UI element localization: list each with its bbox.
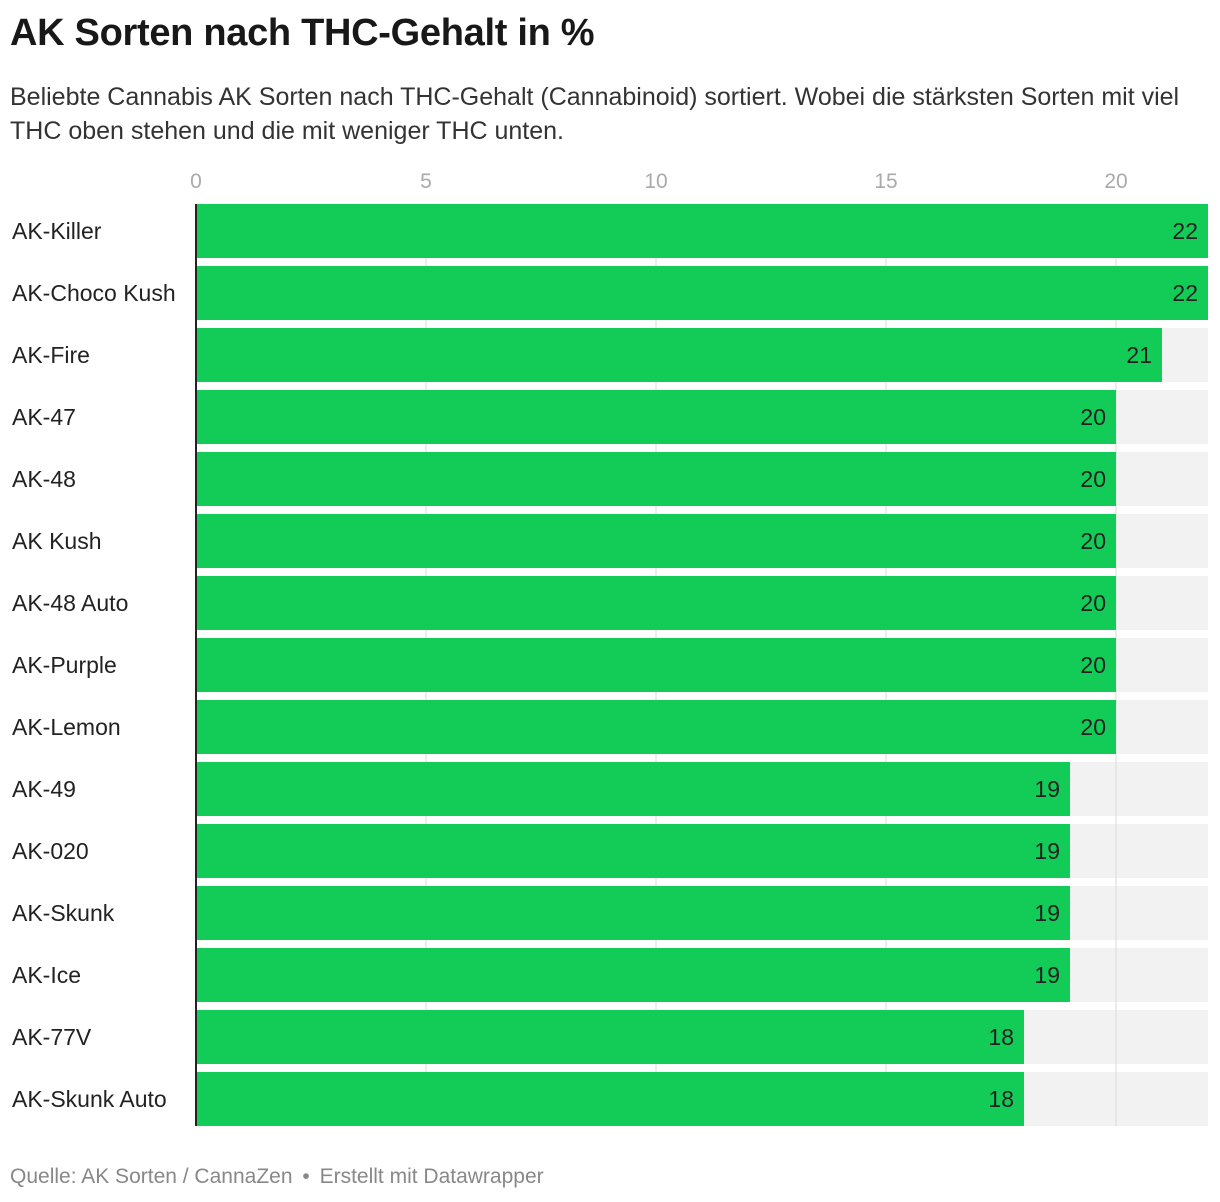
bar: [196, 204, 1208, 258]
bar: [196, 452, 1116, 506]
bar: [196, 824, 1070, 878]
category-label: AK-47: [12, 404, 76, 430]
footer-separator: •: [302, 1165, 310, 1188]
x-tick-label: 10: [644, 170, 667, 193]
bar: [196, 576, 1116, 630]
category-label: AK-Lemon: [12, 714, 121, 740]
value-label: 22: [1172, 218, 1198, 244]
category-label: AK-Purple: [12, 652, 117, 678]
value-label: 19: [1034, 776, 1060, 802]
category-label: AK-Ice: [12, 962, 81, 988]
category-label: AK-Skunk Auto: [12, 1086, 167, 1112]
bar: [196, 886, 1070, 940]
bar: [196, 638, 1116, 692]
value-label: 20: [1080, 466, 1106, 492]
value-label: 20: [1080, 714, 1106, 740]
value-label: 20: [1080, 528, 1106, 554]
value-label: 22: [1172, 280, 1198, 306]
category-label: AK-Fire: [12, 342, 90, 368]
category-label: AK-Killer: [12, 218, 102, 244]
value-label: 21: [1126, 342, 1152, 368]
value-label: 20: [1080, 404, 1106, 430]
value-label: 20: [1080, 652, 1106, 678]
category-label: AK-Skunk: [12, 900, 115, 926]
bar: [196, 266, 1208, 320]
category-label: AK-48 Auto: [12, 590, 128, 616]
bar: [196, 700, 1116, 754]
chart-footer: Quelle: AK Sorten / CannaZen • Erstellt …: [10, 1165, 544, 1189]
value-label: 20: [1080, 590, 1106, 616]
bar: [196, 1010, 1024, 1064]
category-label: AK-77V: [12, 1024, 92, 1050]
bar-chart: 0 5 10 15 20 AK-Killer 22 AK-Choco Kush 22 AK-Fir…: [12, 170, 1208, 1126]
bar: [196, 762, 1070, 816]
category-label: AK-020: [12, 838, 89, 864]
bar: [196, 948, 1070, 1002]
category-label: AK Kush: [12, 528, 102, 554]
value-label: 19: [1034, 962, 1060, 988]
chart-title: AK Sorten nach THC-Gehalt in %: [10, 12, 595, 54]
bar: [196, 328, 1162, 382]
x-tick-label: 5: [420, 170, 432, 193]
value-label: 18: [988, 1024, 1014, 1050]
chart-subtitle: Beliebte Cannabis AK Sorten nach THC-Geh…: [10, 83, 1180, 145]
bar: [196, 514, 1116, 568]
x-tick-label: 20: [1104, 170, 1127, 193]
value-label: 19: [1034, 900, 1060, 926]
x-tick-label: 15: [874, 170, 897, 193]
source-note: Quelle: AK Sorten / CannaZen: [10, 1165, 293, 1188]
value-label: 19: [1034, 838, 1060, 864]
x-tick-label: 0: [190, 170, 202, 193]
bar: [196, 1072, 1024, 1126]
category-label: AK-49: [12, 776, 76, 802]
category-label: AK-Choco Kush: [12, 280, 176, 306]
credit-link[interactable]: Erstellt mit Datawrapper: [319, 1165, 544, 1188]
value-label: 18: [988, 1086, 1014, 1112]
category-label: AK-48: [12, 466, 76, 492]
bar: [196, 390, 1116, 444]
